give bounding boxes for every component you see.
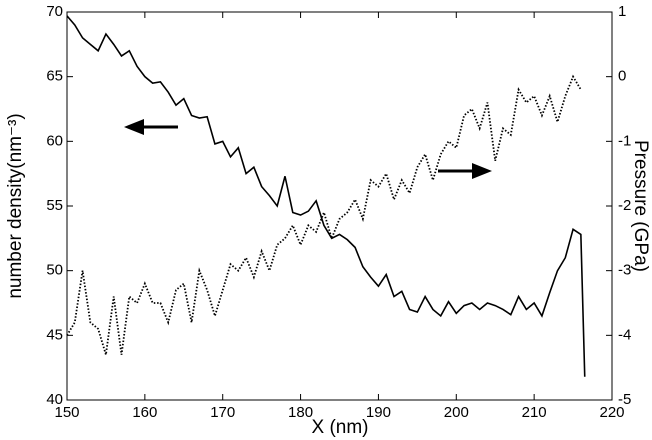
y-tick-label: 50 bbox=[46, 262, 63, 279]
x-tick-label: 150 bbox=[54, 404, 79, 421]
y2-tick-label: 0 bbox=[618, 68, 626, 85]
y2-tick-label: -2 bbox=[618, 197, 631, 214]
y2-tick-label: -1 bbox=[618, 132, 631, 149]
x-tick-label: 190 bbox=[366, 404, 391, 421]
y-tick-label: 65 bbox=[46, 68, 63, 85]
series-line bbox=[66, 74, 582, 355]
y-tick-label: 70 bbox=[46, 3, 63, 20]
x-tick-label: 170 bbox=[210, 404, 235, 421]
x-tick-label: 180 bbox=[288, 404, 313, 421]
y2-tick-label: 1 bbox=[618, 3, 626, 20]
x-tick-label: 200 bbox=[444, 404, 469, 421]
y-tick-label: 60 bbox=[46, 132, 63, 149]
y-tick-label: 45 bbox=[46, 326, 63, 343]
x-tick-label: 220 bbox=[599, 404, 624, 421]
right-arrow bbox=[438, 163, 492, 179]
y-tick-label: 55 bbox=[46, 197, 63, 214]
left-arrow bbox=[124, 119, 178, 135]
series-line bbox=[66, 15, 586, 377]
y2-axis-label: Pressure (GPa) bbox=[630, 140, 651, 272]
y-tick-label: 40 bbox=[46, 391, 63, 408]
x-tick-label: 210 bbox=[522, 404, 547, 421]
x-axis-label: X (nm) bbox=[312, 417, 369, 438]
x-tick-label: 160 bbox=[132, 404, 157, 421]
plot-frame bbox=[66, 11, 613, 401]
y2-tick-label: -3 bbox=[618, 262, 631, 279]
y-axis-label: number density(nm⁻³) bbox=[5, 113, 26, 298]
y2-tick-label: -4 bbox=[618, 326, 631, 343]
y2-tick-label: -5 bbox=[618, 391, 631, 408]
